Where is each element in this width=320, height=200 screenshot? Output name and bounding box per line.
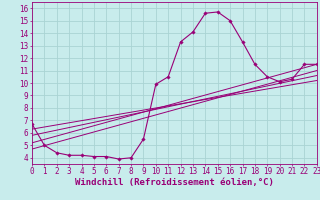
X-axis label: Windchill (Refroidissement éolien,°C): Windchill (Refroidissement éolien,°C) [75, 178, 274, 187]
